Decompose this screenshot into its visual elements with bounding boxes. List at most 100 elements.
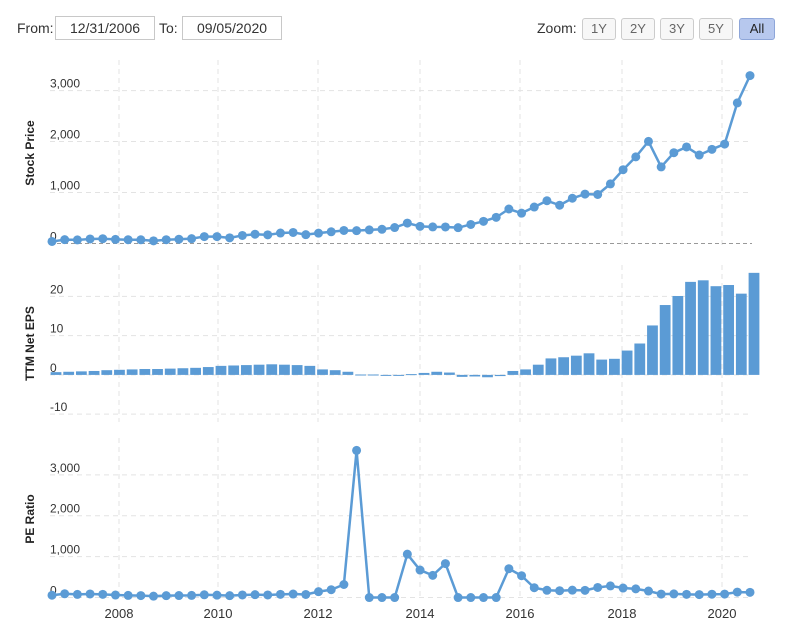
to-date-input[interactable]: 09/05/2020	[182, 16, 282, 40]
p0-point-14	[225, 233, 235, 243]
eps-bar-31	[444, 372, 455, 375]
p2-point-22	[326, 585, 336, 595]
eps-bar-41	[570, 355, 582, 375]
p2-point-27	[390, 593, 400, 603]
p2-point-24	[352, 445, 362, 455]
p1-ytick-label-0: -10	[50, 400, 68, 414]
zoom-1y-button[interactable]: 1Y	[582, 18, 616, 40]
p2-point-14	[225, 591, 235, 601]
p2-point-33	[466, 593, 476, 603]
eps-bar-13	[215, 365, 227, 375]
p0-ytick-label-1: 1,000	[50, 178, 80, 192]
eps-bar-33	[469, 374, 481, 377]
p0-series-line	[51, 75, 752, 243]
p0-point-27	[390, 223, 400, 233]
p0-point-6	[123, 235, 133, 245]
p1-ylabel: TTM Net EPS	[23, 306, 37, 381]
p2-point-3	[85, 589, 95, 599]
p0-point-34	[478, 216, 488, 226]
p0-point-13	[212, 232, 222, 242]
p0-point-46	[631, 152, 641, 162]
p2-point-47	[643, 586, 653, 596]
eps-bar-20	[304, 365, 316, 375]
zoom-all-button[interactable]: All	[739, 18, 775, 40]
p2-point-46	[631, 584, 641, 594]
eps-bar-38	[532, 364, 544, 375]
p2-point-12	[199, 590, 209, 600]
p0-point-1	[60, 235, 70, 245]
x-tick-label-4: 2016	[506, 606, 535, 621]
eps-bar-18	[279, 364, 290, 375]
p1-ytick-label-1: 0	[50, 361, 57, 375]
p2-point-34	[478, 593, 488, 603]
chart-controls: From: 12/31/2006 To: 09/05/2020 Zoom: 1Y…	[0, 0, 800, 48]
p2-point-36	[504, 564, 514, 574]
eps-bar-5	[114, 369, 125, 375]
p2-point-38	[529, 583, 539, 593]
eps-bar-39	[545, 358, 557, 375]
eps-bar-8	[152, 369, 163, 375]
zoom-2y-button[interactable]: 2Y	[621, 18, 655, 40]
p0-point-50	[682, 142, 692, 152]
eps-bar-43	[596, 359, 608, 375]
p2-point-55	[745, 587, 755, 597]
p2-ylabel: PE Ratio	[23, 494, 37, 543]
p2-ytick-label-2: 2,000	[50, 502, 80, 516]
p2-point-5	[110, 590, 120, 600]
p2-point-8	[149, 591, 159, 601]
p0-point-29	[415, 221, 425, 231]
p2-point-39	[542, 585, 552, 595]
p2-point-28	[402, 549, 412, 559]
p2-point-18	[275, 589, 285, 599]
p2-point-50	[682, 589, 692, 599]
eps-bar-35	[494, 374, 506, 377]
p0-point-2	[72, 235, 82, 245]
p0-point-10	[174, 234, 184, 244]
eps-bar-34	[482, 374, 493, 378]
p2-point-41	[567, 585, 577, 595]
p2-point-26	[377, 593, 387, 603]
p0-ytick-label-0: 0	[50, 229, 57, 243]
zoom-5y-button[interactable]: 5Y	[699, 18, 733, 40]
p2-point-48	[656, 589, 666, 599]
eps-bar-40	[558, 357, 570, 375]
eps-bar-10	[177, 368, 189, 375]
eps-bar-28	[405, 374, 417, 376]
p2-point-44	[605, 581, 615, 591]
p0-point-51	[694, 150, 704, 160]
p2-point-43	[593, 582, 603, 592]
eps-bar-52	[710, 286, 722, 375]
p0-point-44	[605, 179, 615, 189]
p2-point-19	[288, 589, 298, 599]
from-date-input[interactable]: 12/31/2006	[55, 16, 155, 40]
eps-bar-12	[202, 367, 214, 375]
x-tick-label-3: 2014	[406, 606, 435, 621]
eps-bar-11	[190, 367, 201, 375]
p0-point-8	[149, 236, 159, 246]
p0-point-7	[136, 235, 146, 245]
p2-ytick-label-1: 1,000	[50, 543, 80, 557]
eps-bar-19	[291, 365, 303, 375]
eps-bar-24	[355, 374, 366, 376]
x-tick-label-0: 2008	[105, 606, 134, 621]
p0-point-26	[377, 224, 387, 234]
p0-point-33	[466, 219, 476, 229]
eps-bar-36	[507, 370, 519, 375]
p0-point-39	[542, 196, 552, 206]
x-tick-label-2: 2012	[304, 606, 333, 621]
eps-bar-3	[88, 370, 100, 375]
eps-bar-15	[240, 365, 252, 375]
p2-point-9	[161, 591, 171, 601]
p0-point-31	[440, 222, 450, 232]
eps-bar-37	[520, 369, 531, 375]
p2-point-40	[555, 586, 565, 596]
eps-bar-48	[659, 305, 671, 375]
x-tick-label-5: 2018	[608, 606, 637, 621]
zoom-3y-button[interactable]: 3Y	[660, 18, 694, 40]
eps-bar-25	[367, 374, 379, 376]
p0-ytick-label-2: 2,000	[50, 128, 80, 142]
p0-ylabel: Stock Price	[23, 120, 37, 186]
p2-point-51	[694, 590, 704, 600]
eps-bar-4	[101, 370, 113, 375]
